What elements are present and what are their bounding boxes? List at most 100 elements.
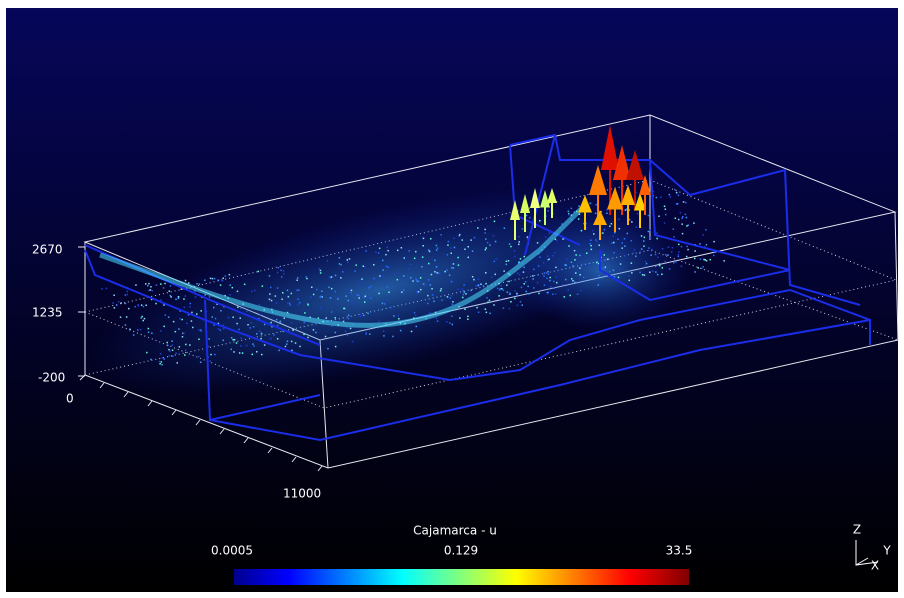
mesh-point bbox=[693, 222, 695, 224]
mesh-point bbox=[420, 289, 422, 291]
mesh-point bbox=[403, 275, 405, 277]
mesh-point bbox=[463, 284, 465, 286]
mesh-point bbox=[686, 246, 688, 248]
mesh-point bbox=[463, 290, 465, 292]
mesh-point bbox=[240, 345, 242, 347]
mesh-point bbox=[675, 261, 677, 263]
mesh-point bbox=[681, 246, 683, 248]
mesh-point bbox=[452, 301, 454, 303]
mesh-point bbox=[552, 255, 554, 257]
mesh-point bbox=[487, 242, 489, 244]
mesh-point bbox=[270, 287, 272, 289]
mesh-point bbox=[209, 360, 211, 362]
mesh-point bbox=[397, 250, 399, 252]
mesh-point bbox=[504, 228, 506, 230]
mesh-point bbox=[674, 189, 676, 191]
mesh-point bbox=[680, 212, 682, 214]
mesh-point bbox=[275, 295, 277, 297]
mesh-point bbox=[289, 304, 291, 306]
mesh-point bbox=[291, 293, 293, 295]
mesh-point bbox=[415, 279, 417, 281]
mesh-point bbox=[345, 331, 347, 333]
mesh-point bbox=[283, 270, 285, 272]
mesh-point bbox=[172, 350, 174, 352]
mesh-point bbox=[550, 277, 552, 279]
mesh-point bbox=[242, 352, 244, 354]
mesh-point bbox=[678, 251, 680, 253]
mesh-point bbox=[525, 281, 527, 283]
mesh-point bbox=[232, 287, 234, 289]
mesh-point bbox=[643, 240, 645, 242]
mesh-point bbox=[175, 299, 177, 301]
mesh-point bbox=[209, 296, 211, 298]
mesh-point bbox=[238, 329, 240, 331]
mesh-point bbox=[260, 314, 262, 316]
mesh-point bbox=[414, 312, 416, 314]
mesh-point bbox=[169, 290, 171, 292]
mesh-point bbox=[527, 286, 529, 288]
mesh-point bbox=[313, 294, 315, 296]
mesh-point bbox=[295, 342, 297, 344]
mesh-point bbox=[639, 252, 641, 254]
mesh-point bbox=[478, 278, 480, 280]
mesh-point bbox=[160, 330, 162, 332]
mesh-point bbox=[706, 260, 708, 262]
mesh-point bbox=[178, 328, 180, 330]
mesh-point bbox=[468, 246, 470, 248]
mesh-point bbox=[278, 350, 280, 352]
mesh-point bbox=[313, 329, 315, 331]
mesh-point bbox=[208, 346, 210, 348]
mesh-point bbox=[320, 308, 322, 310]
mesh-point bbox=[148, 283, 150, 285]
mesh-point bbox=[192, 327, 194, 329]
mesh-point bbox=[229, 294, 231, 296]
mesh-point bbox=[547, 210, 549, 212]
mesh-point bbox=[368, 287, 370, 289]
mesh-point bbox=[352, 303, 354, 305]
mesh-point bbox=[545, 236, 547, 238]
mesh-point bbox=[529, 217, 531, 219]
mesh-point bbox=[299, 302, 301, 304]
mesh-point bbox=[307, 337, 309, 339]
mesh-point bbox=[399, 279, 401, 281]
mesh-point bbox=[589, 243, 591, 245]
mesh-point bbox=[237, 291, 239, 293]
mesh-point bbox=[237, 307, 239, 309]
mesh-point bbox=[440, 234, 442, 236]
mesh-point bbox=[596, 241, 598, 243]
mesh-point bbox=[420, 277, 422, 279]
mesh-point bbox=[436, 245, 438, 247]
mesh-point bbox=[644, 266, 646, 268]
mesh-point bbox=[486, 312, 488, 314]
mesh-point bbox=[156, 284, 158, 286]
mesh-point bbox=[351, 290, 353, 292]
mesh-point bbox=[357, 294, 359, 296]
mesh-point bbox=[410, 277, 412, 279]
mesh-point bbox=[342, 271, 344, 273]
mesh-point bbox=[286, 343, 288, 345]
mesh-point bbox=[554, 252, 556, 254]
mesh-point bbox=[417, 280, 419, 282]
mesh-point bbox=[401, 291, 403, 293]
mesh-point bbox=[350, 328, 352, 330]
mesh-point bbox=[620, 263, 622, 265]
mesh-point bbox=[177, 362, 179, 364]
mesh-point bbox=[678, 254, 680, 256]
mesh-point bbox=[310, 297, 312, 299]
mesh-point bbox=[471, 290, 473, 292]
mesh-point bbox=[116, 304, 118, 306]
mesh-point bbox=[588, 264, 590, 266]
mesh-point bbox=[344, 308, 346, 310]
mesh-point bbox=[148, 332, 150, 334]
mesh-point bbox=[506, 284, 508, 286]
mesh-point bbox=[163, 287, 165, 289]
mesh-point bbox=[660, 196, 662, 198]
mesh-point bbox=[408, 268, 410, 270]
mesh-point bbox=[644, 274, 646, 276]
mesh-point bbox=[384, 303, 386, 305]
mesh-point bbox=[386, 299, 388, 301]
mesh-point bbox=[398, 318, 400, 320]
mesh-point bbox=[685, 214, 687, 216]
mesh-point bbox=[128, 308, 130, 310]
mesh-point bbox=[555, 267, 557, 269]
